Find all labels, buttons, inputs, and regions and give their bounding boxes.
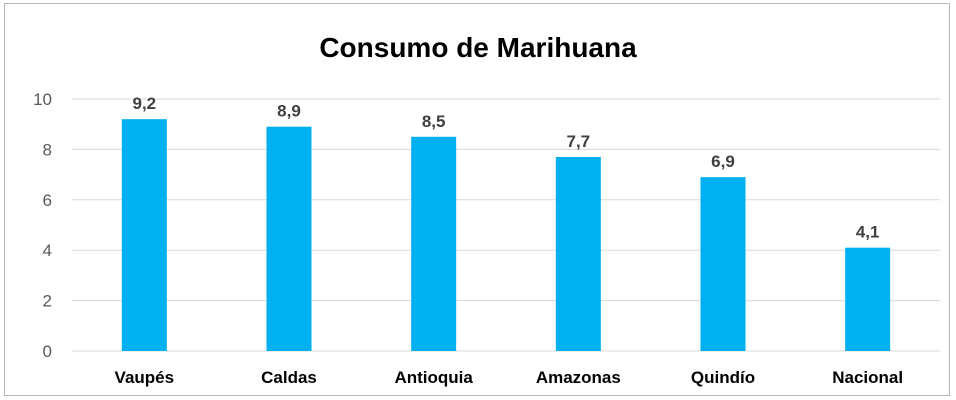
y-tick-label: 2 (43, 292, 52, 311)
data-label: 8,9 (277, 102, 301, 121)
y-tick-label: 0 (43, 342, 52, 361)
x-category-label: Nacional (832, 368, 903, 387)
bar (700, 177, 746, 351)
data-label: 8,5 (422, 112, 446, 131)
x-category-label: Antioquia (394, 368, 473, 387)
y-tick-label: 6 (43, 191, 52, 210)
bar (121, 119, 167, 351)
x-category-label: Vaupés (115, 368, 175, 387)
chart-title: Consumo de Marihuana (319, 32, 637, 63)
y-tick-label: 8 (43, 140, 52, 159)
bar (845, 247, 891, 351)
bar (266, 126, 312, 351)
data-label: 7,7 (567, 132, 591, 151)
data-label: 9,2 (133, 94, 157, 113)
bar (555, 156, 601, 351)
y-tick-label: 4 (43, 241, 52, 260)
y-tick-label: 10 (33, 90, 52, 109)
data-label: 4,1 (856, 223, 880, 242)
data-label: 6,9 (711, 152, 735, 171)
x-category-label: Caldas (261, 368, 317, 387)
x-category-label: Quindío (691, 368, 755, 387)
bar (411, 136, 457, 351)
x-category-label: Amazonas (536, 368, 621, 387)
